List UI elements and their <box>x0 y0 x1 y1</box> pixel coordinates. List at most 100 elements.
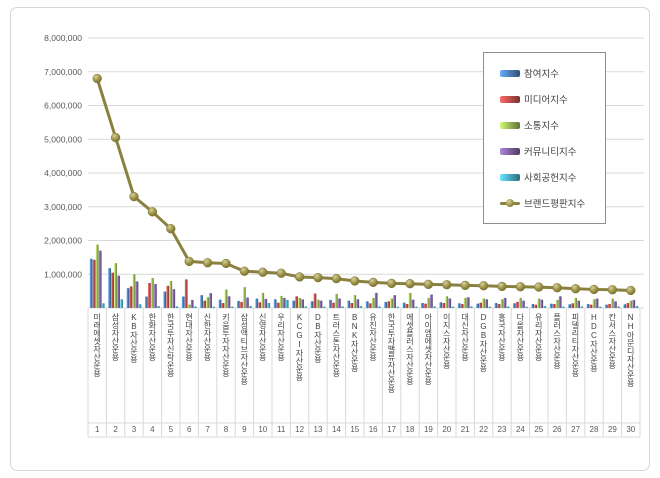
communication-index-bar <box>592 299 596 308</box>
brand-reputation-marker <box>129 191 139 202</box>
rank-label: 24 <box>515 425 525 434</box>
brand-reputation-marker <box>276 268 286 278</box>
participation-index-bar <box>568 304 571 308</box>
communication-index-bar <box>629 300 633 308</box>
communication-index-bar <box>574 297 577 308</box>
community-index-bar <box>264 298 268 308</box>
y-tick-label: 7,000,000 <box>44 67 82 77</box>
rank-label: 19 <box>423 425 433 434</box>
social-contribution-index-bar <box>543 305 547 308</box>
media-index-bar <box>276 302 280 308</box>
brand-reputation-marker <box>478 281 489 291</box>
media-index-bar <box>424 303 427 308</box>
category-label: DB자산운용 <box>313 313 323 363</box>
legend-swatch-icon <box>500 121 520 129</box>
category-label: 대신자산운용 <box>460 313 470 361</box>
community-index-bar <box>485 299 488 308</box>
category-label: BNK자산운용 <box>350 313 360 372</box>
social-contribution-index-bar <box>396 306 399 308</box>
y-tick-label: 8,000,000 <box>44 33 82 43</box>
category-label: 키움투자자산운용 <box>221 313 231 377</box>
legend-sphere-icon <box>506 199 514 207</box>
social-contribution-index-bar <box>506 306 510 308</box>
communication-index-bar <box>206 297 209 308</box>
rank-label: 28 <box>589 425 599 434</box>
media-index-bar <box>313 293 317 308</box>
category-label: 트러스톤자산운용 <box>331 313 341 377</box>
legend-item: 참여지수 <box>500 66 601 80</box>
brand-reputation-marker <box>442 280 452 290</box>
legend-item: 사회공헌지수 <box>500 170 601 184</box>
media-index-bar <box>221 302 225 308</box>
rank-label: 6 <box>186 425 192 434</box>
legend-label: 브랜드평판지수 <box>524 199 586 210</box>
brand-reputation-marker <box>515 282 526 292</box>
community-index-bar <box>503 297 507 308</box>
legend-item: 커뮤니티지수 <box>500 144 601 158</box>
brand-reputation-marker <box>239 266 250 276</box>
media-index-bar <box>92 259 96 308</box>
community-index-bar <box>356 299 360 308</box>
category-label: 한국투자신탁운용 <box>166 313 176 377</box>
social-contribution-index-bar <box>341 306 344 308</box>
category-label: NH아문디자산운용 <box>626 313 636 387</box>
community-index-bar <box>393 295 396 308</box>
rank-label: 16 <box>368 425 378 434</box>
social-contribution-index-bar <box>433 306 436 308</box>
social-contribution-index-bar <box>451 306 455 308</box>
communication-index-bar <box>500 299 504 308</box>
communication-index-bar <box>224 289 228 308</box>
media-index-bar <box>460 303 464 308</box>
category-label: 피델리티자산운용 <box>570 313 580 377</box>
community-index-bar <box>522 300 525 308</box>
participation-index-bar <box>126 288 130 308</box>
community-index-bar <box>374 292 378 308</box>
category-label: 삼성액티브자산운용 <box>239 313 249 385</box>
community-index-bar <box>246 297 249 308</box>
communication-index-bar <box>243 287 246 308</box>
community-index-bar <box>209 293 212 308</box>
brand-reputation-marker <box>497 281 507 292</box>
media-index-bar <box>626 302 630 308</box>
category-label: DGB자산운용 <box>478 313 488 372</box>
social-contribution-index-bar <box>359 305 363 308</box>
category-label: 한화자산운용 <box>147 313 157 361</box>
media-index-bar <box>442 302 446 308</box>
community-index-bar <box>558 296 562 308</box>
category-label: 삼성자산운용 <box>110 313 120 361</box>
social-contribution-index-bar <box>193 306 197 308</box>
rank-label: 4 <box>150 425 155 434</box>
communication-index-bar <box>611 298 614 308</box>
legend-box: 참여지수 미디어지수 소통지수 커뮤니티지수 사회공헌지수 브랜드평판지수 <box>483 52 606 224</box>
social-contribution-index-bar <box>249 305 252 308</box>
rank-label: 3 <box>131 425 137 434</box>
brand-reputation-marker <box>166 224 176 234</box>
participation-index-bar <box>347 300 351 308</box>
brand-reputation-marker <box>331 273 342 284</box>
media-index-bar <box>148 283 151 308</box>
category-label: 칸서스자산운용 <box>607 313 617 369</box>
category-label: 에셋플러스자산운용 <box>405 313 415 385</box>
participation-index-bar <box>605 304 608 308</box>
community-index-bar <box>227 296 231 308</box>
social-contribution-index-bar <box>561 306 565 308</box>
legend-item: 브랜드평판지수 <box>500 196 601 210</box>
media-index-bar <box>571 303 574 308</box>
rank-label: 9 <box>242 425 247 434</box>
communication-index-bar <box>279 295 283 308</box>
participation-index-bar <box>218 299 222 308</box>
communication-index-bar <box>390 298 393 308</box>
community-index-bar <box>540 299 544 308</box>
y-tick-label: 1,000,000 <box>44 269 82 279</box>
participation-index-bar <box>476 303 479 308</box>
community-index-bar <box>430 294 433 308</box>
rank-label: 15 <box>350 425 360 434</box>
media-index-bar <box>497 303 501 308</box>
social-contribution-index-bar <box>617 306 620 308</box>
category-label: 흥국자산운용 <box>497 313 507 361</box>
participation-index-bar <box>255 298 259 308</box>
rank-label: 10 <box>258 425 268 434</box>
media-index-bar <box>405 303 409 308</box>
legend-swatch-icon <box>500 69 520 77</box>
